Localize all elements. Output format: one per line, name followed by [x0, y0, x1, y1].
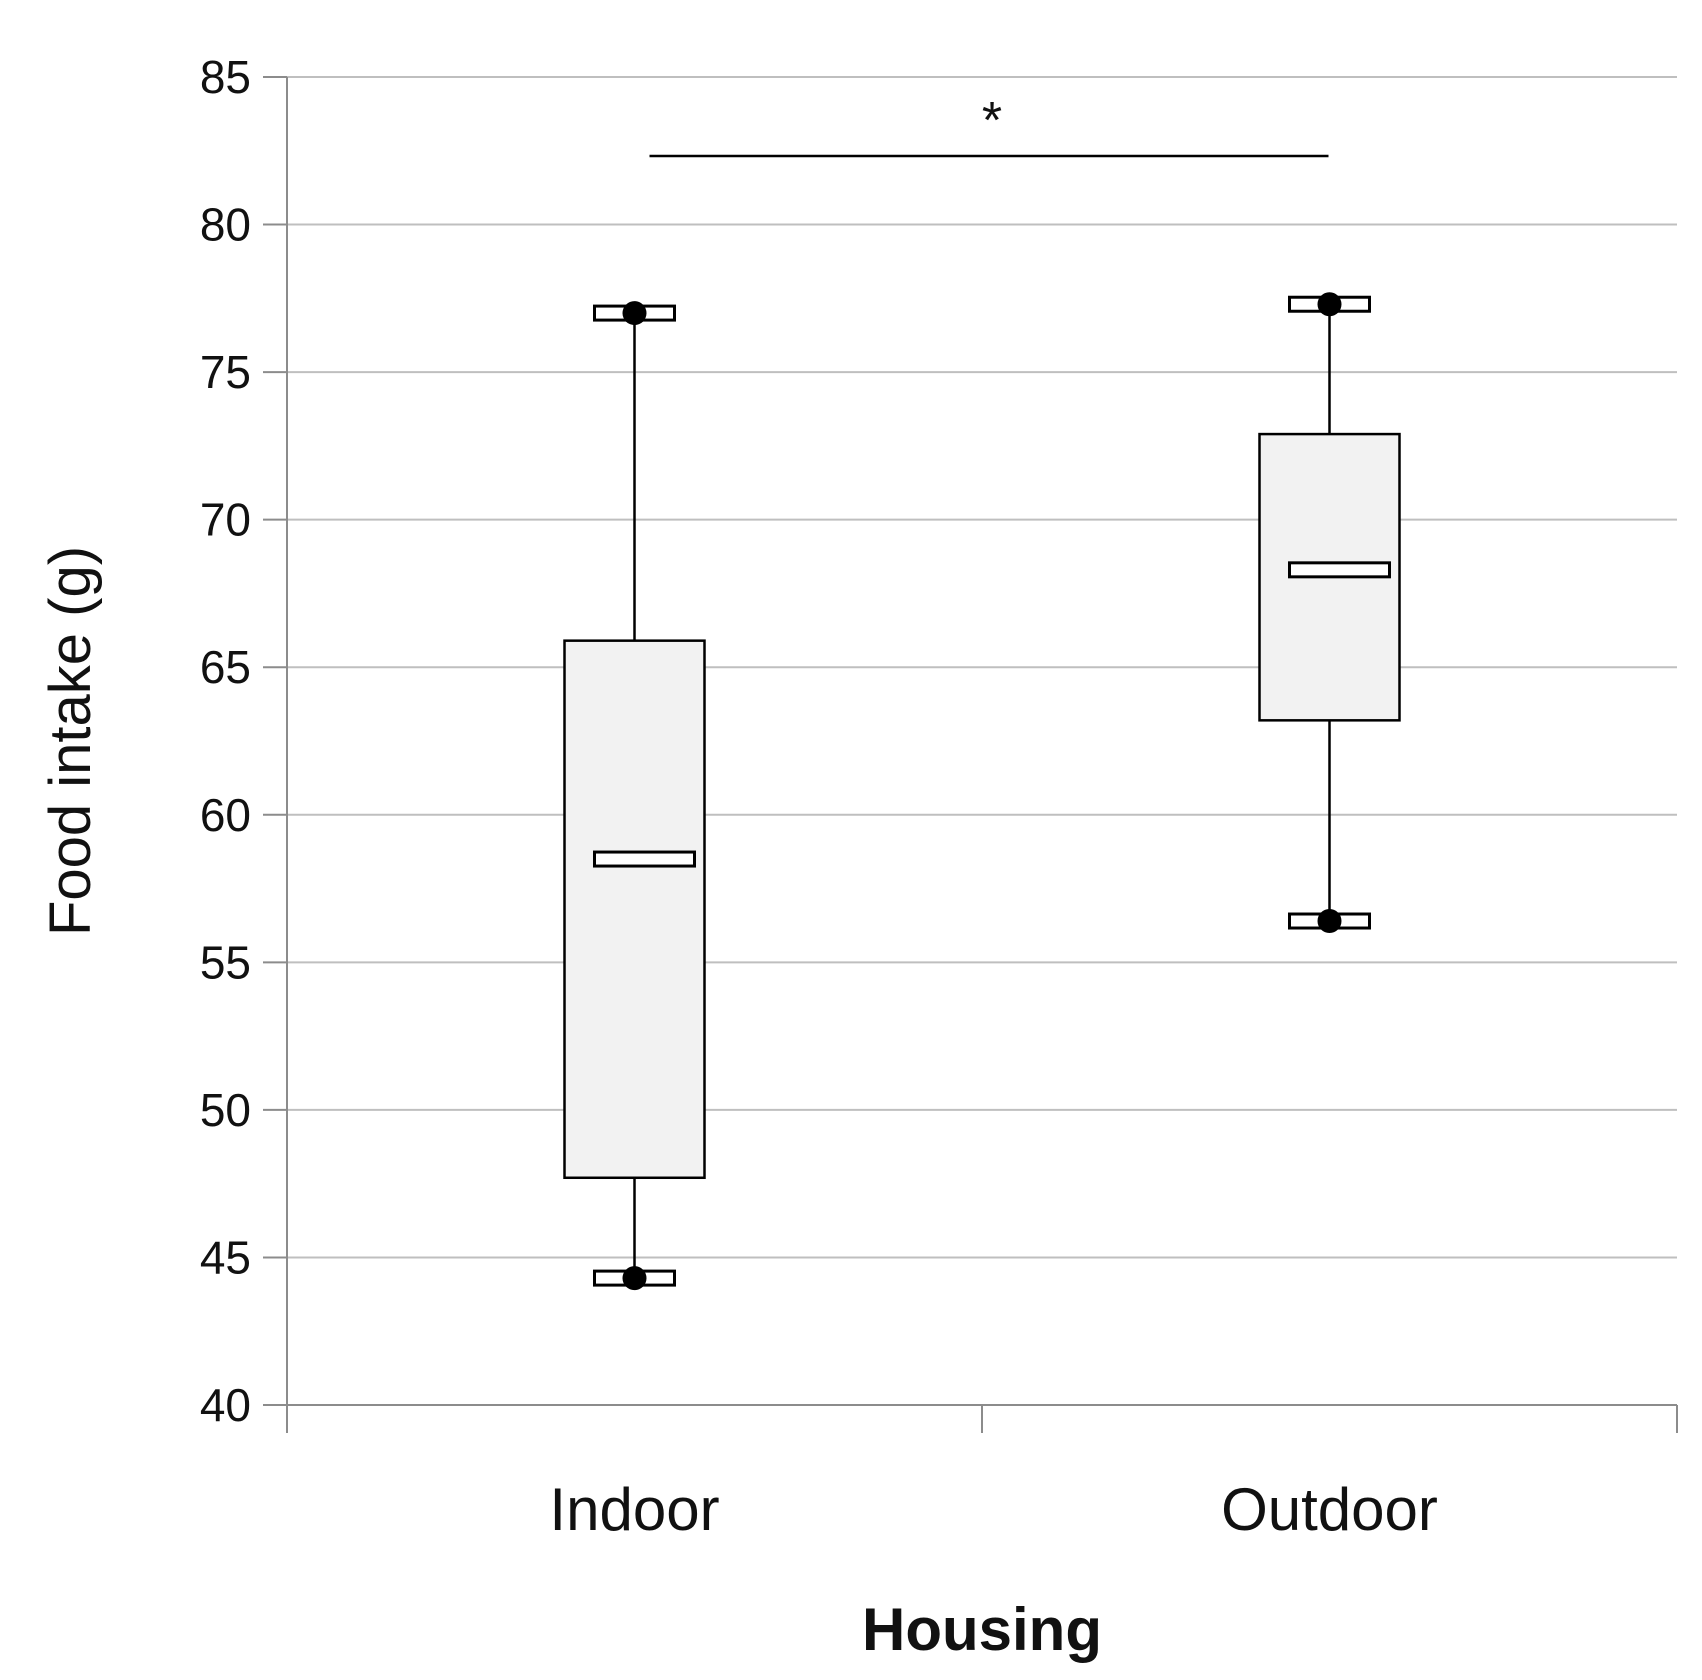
max-point: [1317, 292, 1342, 317]
y-tick-label: 75: [200, 346, 251, 398]
y-axis-title: Food intake (g): [38, 546, 103, 936]
y-tick-label: 85: [200, 51, 251, 103]
median-marker: [1288, 561, 1391, 579]
boxes: [563, 292, 1401, 1291]
x-category-label: Indoor: [549, 1476, 719, 1543]
x-category-label: Outdoor: [1221, 1476, 1438, 1543]
y-tick-label: 40: [200, 1379, 251, 1431]
max-point: [622, 301, 647, 326]
y-tick-label: 80: [200, 199, 251, 251]
y-tick-label: 70: [200, 494, 251, 546]
axes: 40 45 50 55 60 65 70 75 80 85 Indoor Outdoor: [200, 51, 1678, 1543]
significance-label: *: [982, 92, 1002, 150]
y-tick-label: 65: [200, 641, 251, 693]
y-tick-label: 50: [200, 1084, 251, 1136]
gridlines: [287, 76, 1677, 1259]
min-point: [1317, 909, 1342, 934]
iqr-box: [563, 639, 706, 1180]
y-tick-label: 45: [200, 1231, 251, 1283]
median-marker: [593, 850, 696, 868]
x-axis-title: Housing: [862, 1596, 1102, 1663]
min-point: [622, 1266, 647, 1291]
y-tick-label: 60: [200, 789, 251, 841]
y-tick-label: 55: [200, 936, 251, 988]
significance-annotation: *: [649, 92, 1329, 158]
